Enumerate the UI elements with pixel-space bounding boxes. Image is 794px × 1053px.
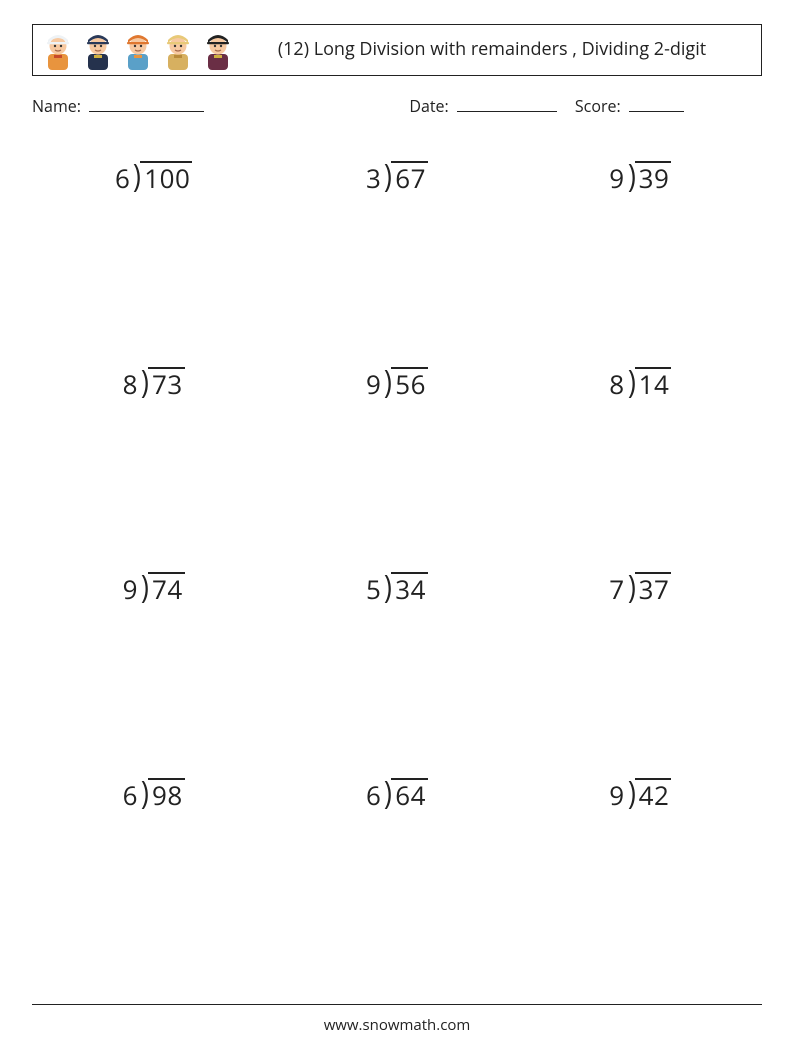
dividend: 34 xyxy=(391,572,428,602)
date-blank[interactable] xyxy=(457,94,557,112)
score-label: Score: xyxy=(575,95,621,117)
divisor: 7 xyxy=(609,572,626,602)
dividend: 74 xyxy=(148,572,185,602)
divisor: 6 xyxy=(115,161,132,191)
meta-row: Name: Date: Score: xyxy=(32,94,762,117)
division-problem: 6)100 xyxy=(115,161,192,191)
divisor: 6 xyxy=(366,778,383,808)
divisor: 9 xyxy=(609,161,626,191)
date-field: Date: xyxy=(409,94,557,117)
long-division-bracket-icon: ) xyxy=(384,162,393,189)
score-blank[interactable] xyxy=(629,94,684,112)
date-label: Date: xyxy=(409,95,448,117)
dividend: 42 xyxy=(635,778,672,808)
score-field: Score: xyxy=(575,94,684,117)
dividend: 37 xyxy=(635,572,672,602)
division-problem: 8)14 xyxy=(609,367,671,397)
avatar-builder-icon xyxy=(123,30,153,70)
divisor: 8 xyxy=(609,367,626,397)
dividend: 100 xyxy=(140,161,192,191)
division-problem: 6)98 xyxy=(123,778,185,808)
division-problem: 9)39 xyxy=(609,161,671,191)
long-division-bracket-icon: ) xyxy=(627,573,636,600)
long-division-bracket-icon: ) xyxy=(384,368,393,395)
dividend: 64 xyxy=(391,778,428,808)
long-division-bracket-icon: ) xyxy=(627,779,636,806)
avatar-row xyxy=(43,30,233,70)
avatar-worker-icon xyxy=(43,30,73,70)
divisor: 9 xyxy=(366,367,383,397)
name-label: Name: xyxy=(32,95,81,117)
dividend: 56 xyxy=(391,367,428,397)
dividend: 14 xyxy=(635,367,672,397)
long-division-bracket-icon: ) xyxy=(627,368,636,395)
footer-url: www.snowmath.com xyxy=(32,1015,762,1053)
long-division-bracket-icon: ) xyxy=(133,162,142,189)
divisor: 8 xyxy=(123,367,140,397)
divisor: 9 xyxy=(123,572,140,602)
dividend: 98 xyxy=(148,778,185,808)
division-problem: 6)64 xyxy=(366,778,428,808)
problems-grid: 6)1003)679)398)739)568)149)745)347)376)9… xyxy=(32,117,762,1004)
division-problem: 9)42 xyxy=(609,778,671,808)
long-division-bracket-icon: ) xyxy=(141,573,150,600)
long-division-bracket-icon: ) xyxy=(141,779,150,806)
name-blank[interactable] xyxy=(89,94,204,112)
dividend: 39 xyxy=(635,161,672,191)
footer-rule xyxy=(32,1004,762,1005)
divisor: 6 xyxy=(123,778,140,808)
long-division-bracket-icon: ) xyxy=(627,162,636,189)
worksheet-title: (12) Long Division with remainders , Div… xyxy=(233,39,751,61)
division-problem: 8)73 xyxy=(123,367,185,397)
long-division-bracket-icon: ) xyxy=(384,573,393,600)
divisor: 5 xyxy=(366,572,383,602)
divisor: 3 xyxy=(366,161,383,191)
name-field: Name: xyxy=(32,94,409,117)
division-problem: 7)37 xyxy=(609,572,671,602)
header: (12) Long Division with remainders , Div… xyxy=(32,24,762,76)
division-problem: 9)56 xyxy=(366,367,428,397)
worksheet-page: (12) Long Division with remainders , Div… xyxy=(0,0,794,1053)
avatar-farmer-icon xyxy=(163,30,193,70)
avatar-grad-icon xyxy=(203,30,233,70)
long-division-bracket-icon: ) xyxy=(141,368,150,395)
long-division-bracket-icon: ) xyxy=(384,779,393,806)
division-problem: 5)34 xyxy=(366,572,428,602)
dividend: 73 xyxy=(148,367,185,397)
division-problem: 9)74 xyxy=(123,572,185,602)
division-problem: 3)67 xyxy=(366,161,428,191)
dividend: 67 xyxy=(391,161,428,191)
divisor: 9 xyxy=(609,778,626,808)
avatar-police-icon xyxy=(83,30,113,70)
